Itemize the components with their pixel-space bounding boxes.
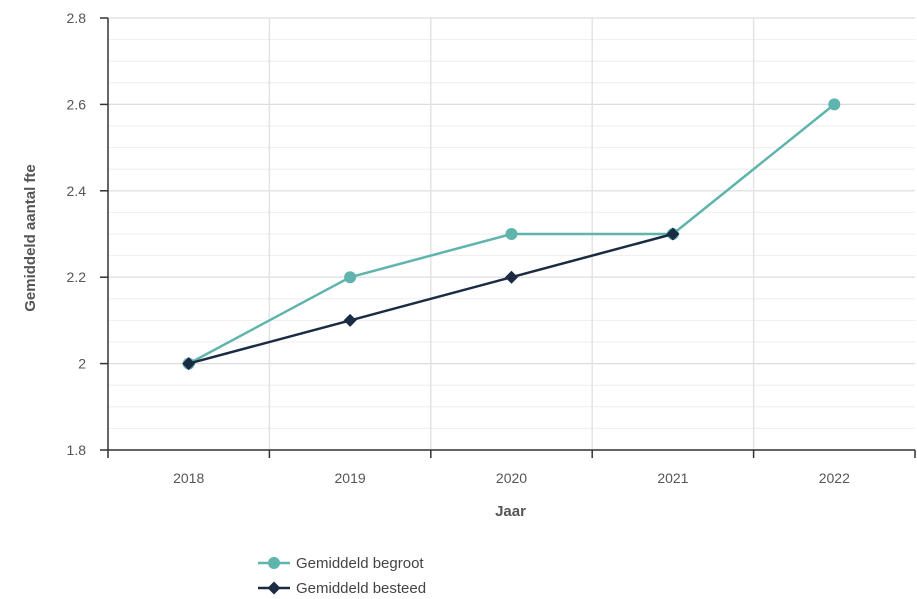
x-tick-label: 2018 (173, 470, 204, 486)
x-tick-label: 2021 (657, 470, 688, 486)
legend-item[interactable]: Gemiddeld begroot (258, 555, 424, 572)
y-tick-label: 2 (78, 356, 86, 372)
data-point[interactable] (182, 357, 196, 371)
data-point[interactable] (343, 313, 357, 327)
series-group (182, 227, 680, 371)
data-point[interactable] (505, 270, 518, 284)
y-tick-labels: 1.8 2 2.2 2.4 2.6 2.8 (67, 10, 87, 458)
series-line (188, 232, 674, 365)
y-tick-label: 2.2 (67, 269, 87, 285)
y-tick-label: 1.8 (67, 442, 87, 458)
data-point[interactable] (505, 228, 518, 240)
legend-label: Gemiddeld begroot (296, 555, 424, 572)
data-point[interactable] (267, 581, 281, 595)
data-point[interactable] (344, 271, 357, 284)
axes (100, 17, 916, 458)
y-tick-label: 2.4 (67, 183, 87, 199)
x-tick-label: 2022 (819, 470, 850, 486)
x-axis-title: Jaar (495, 503, 526, 520)
data-point[interactable] (268, 557, 280, 569)
series (182, 98, 841, 371)
legend-label: Gemiddeld besteed (296, 580, 426, 597)
x-tick-label: 2019 (335, 470, 366, 486)
x-tick-label: 2020 (496, 470, 527, 486)
data-point[interactable] (666, 227, 680, 241)
legend-item[interactable]: Gemiddeld besteed (258, 580, 426, 597)
x-tick-labels: 2018 2019 2020 2021 2022 (173, 470, 850, 486)
data-point[interactable] (828, 98, 841, 111)
legend[interactable]: Gemiddeld begroot Gemiddeld besteed (258, 555, 426, 597)
y-tick-label: 2.6 (67, 96, 87, 112)
y-axis-title: Gemiddeld aantal fte (22, 164, 39, 312)
y-tick-label: 2.8 (67, 10, 87, 26)
